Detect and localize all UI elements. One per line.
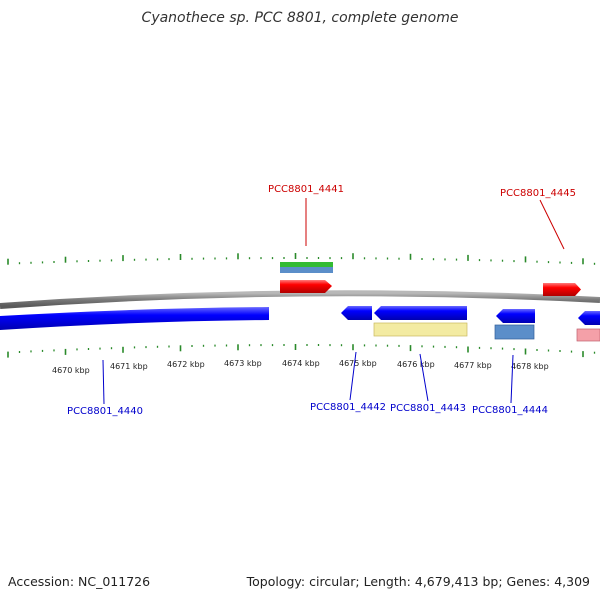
gene-label-4441[interactable]: PCC8801_4441 (268, 184, 344, 195)
gene-4440[interactable] (0, 307, 269, 330)
leader-line-4440 (102, 359, 105, 405)
tick-label: 4676 kbp (397, 360, 435, 369)
leader-line-4442 (349, 351, 357, 401)
gene-edge-right[interactable] (578, 311, 600, 325)
gene-label-4444[interactable]: PCC8801_4444 (472, 405, 548, 416)
tick-marks-inner (7, 344, 596, 358)
gene-label-4442[interactable]: PCC8801_4442 (310, 402, 386, 413)
genome-summary-text: Topology: circular; Length: 4,679,413 bp… (246, 574, 590, 589)
tick-label: 4678 kbp (511, 362, 549, 371)
tick-label: 4672 kbp (167, 360, 205, 369)
tick-label: 4675 kbp (339, 359, 377, 368)
feature-track-steelblue-lower[interactable] (494, 324, 535, 340)
gene-4445[interactable] (543, 283, 581, 296)
axis-tick-labels: 4670 kbp 4671 kbp 4672 kbp 4673 kbp 4674… (52, 359, 549, 375)
gene-label-4440[interactable]: PCC8801_4440 (67, 406, 143, 417)
leader-line-4445 (539, 199, 565, 250)
tick-marks-outer (7, 253, 596, 265)
genome-backbone (0, 290, 600, 309)
genome-title: Cyanothece sp. PCC 8801, complete genome (141, 10, 459, 26)
leader-line-4444 (510, 354, 514, 404)
gene-4442[interactable] (341, 306, 372, 320)
accession-text: Accession: NC_011726 (8, 574, 151, 589)
tick-label: 4671 kbp (110, 362, 148, 371)
feature-track-yellow[interactable] (373, 322, 468, 337)
feature-track-pink[interactable] (576, 328, 600, 342)
tick-label: 4674 kbp (282, 359, 320, 368)
gene-4443[interactable] (374, 306, 467, 320)
gene-label-4443[interactable]: PCC8801_4443 (390, 403, 466, 414)
gene-4441[interactable] (280, 280, 332, 293)
feature-track-green[interactable] (280, 262, 333, 267)
tick-label: 4677 kbp (454, 361, 492, 370)
gene-4444[interactable] (496, 309, 535, 323)
feature-track-steelblue[interactable] (280, 267, 333, 273)
tick-label: 4673 kbp (224, 359, 262, 368)
gene-label-4445[interactable]: PCC8801_4445 (500, 188, 576, 199)
tick-label: 4670 kbp (52, 366, 90, 375)
leader-line-4443 (419, 353, 429, 402)
